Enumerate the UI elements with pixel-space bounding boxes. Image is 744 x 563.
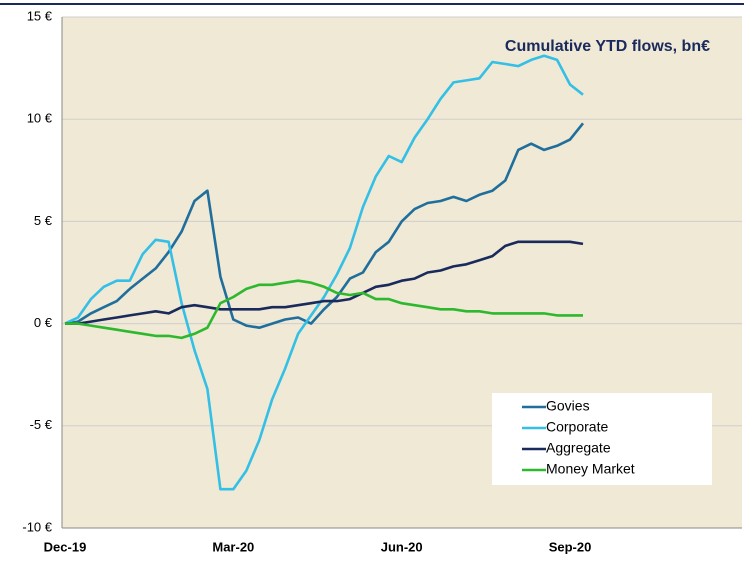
annotation: Cumulative YTD flows, bn€ [505, 38, 710, 55]
series [64, 54, 585, 491]
legend-label: Aggregate [546, 440, 611, 456]
y-tick-label: -10 € [22, 519, 52, 534]
y-tick-label: 5 € [34, 213, 53, 228]
legend: Govies Corporate Aggregate Money Market [522, 398, 635, 477]
x-tick-label: Sep-20 [549, 539, 592, 554]
series-line [65, 240, 584, 325]
top-border [0, 3, 744, 5]
series-line [65, 279, 583, 340]
x-tick-label: Mar-20 [212, 539, 254, 554]
y-tick-label: -5 € [30, 417, 53, 432]
legend-label: Govies [546, 398, 590, 414]
y-tick-label: 15 € [27, 8, 53, 23]
legend-label: Money Market [546, 461, 635, 477]
series-line [64, 54, 584, 491]
x-tick-label: Jun-20 [381, 539, 423, 554]
x-tick-label: Dec-19 [44, 539, 87, 554]
series-line [64, 122, 585, 329]
legend-label: Corporate [546, 419, 608, 435]
y-tick-label: 10 € [27, 111, 53, 126]
y-tick-label: 0 € [34, 315, 53, 330]
